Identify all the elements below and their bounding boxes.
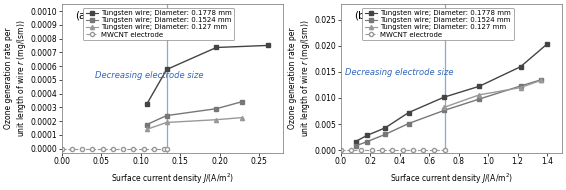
Tungsten wire; Diameter: 0.1524 mm: (0.228, 0.00034): 0.1524 mm: (0.228, 0.00034) — [238, 101, 245, 103]
Text: (b): (b) — [354, 10, 368, 20]
Tungsten wire; Diameter: 0.1524 mm: (0.7, 0.0076): 0.1524 mm: (0.7, 0.0076) — [440, 109, 447, 112]
MWCNT electrode — [348, 149, 354, 151]
Legend: Tungsten wire; Diameter: 0.1778 mm, Tungsten wire; Diameter: 0.1524 mm, Tungsten: Tungsten wire; Diameter: 0.1778 mm, Tung… — [83, 8, 234, 40]
MWCNT electrode — [389, 149, 396, 151]
Tungsten wire; Diameter: 0.1778 mm: (0.108, 0.000325): 0.1778 mm: (0.108, 0.000325) — [144, 103, 151, 105]
Tungsten wire; Diameter: 0.1524 mm: (0.46, 0.0051): 0.1524 mm: (0.46, 0.0051) — [405, 122, 412, 125]
Legend: Tungsten wire; Diameter: 0.1778 mm, Tungsten wire; Diameter: 0.1524 mm, Tungsten: Tungsten wire; Diameter: 0.1778 mm, Tung… — [362, 8, 513, 40]
MWCNT electrode — [400, 149, 406, 151]
MWCNT electrode — [430, 149, 437, 151]
X-axis label: Surface current density $J$/(A/m$^2$): Surface current density $J$/(A/m$^2$) — [390, 171, 513, 186]
MWCNT electrode — [58, 147, 65, 150]
Tungsten wire; Diameter: 0.127 mm: (0.94, 0.0106): 0.127 mm: (0.94, 0.0106) — [476, 94, 483, 96]
Tungsten wire; Diameter: 0.1778 mm: (0.196, 0.000735): 0.1778 mm: (0.196, 0.000735) — [213, 46, 220, 49]
Tungsten wire; Diameter: 0.1778 mm: (0.18, 0.00285): 0.1778 mm: (0.18, 0.00285) — [364, 134, 371, 136]
Tungsten wire; Diameter: 0.127 mm: (1.36, 0.0134): 0.127 mm: (1.36, 0.0134) — [538, 79, 544, 81]
Tungsten wire; Diameter: 0.127 mm: (0.7, 0.0082): 0.127 mm: (0.7, 0.0082) — [440, 106, 447, 108]
Tungsten wire; Diameter: 0.1524 mm: (0.3, 0.003): 0.1524 mm: (0.3, 0.003) — [381, 133, 388, 136]
MWCNT electrode — [151, 147, 157, 150]
Tungsten wire; Diameter: 0.127 mm: (0.228, 0.000225): 0.127 mm: (0.228, 0.000225) — [238, 116, 245, 119]
Line: MWCNT electrode: MWCNT electrode — [59, 146, 169, 151]
Tungsten wire; Diameter: 0.1778 mm: (1.22, 0.016): 0.1778 mm: (1.22, 0.016) — [517, 66, 524, 68]
Line: Tungsten wire; Diameter: 0.1778 mm: Tungsten wire; Diameter: 0.1778 mm — [354, 42, 549, 144]
Tungsten wire; Diameter: 0.1524 mm: (1.36, 0.0135): 0.1524 mm: (1.36, 0.0135) — [538, 79, 544, 81]
Tungsten wire; Diameter: 0.1524 mm: (0.1, 0.0008): 0.1524 mm: (0.1, 0.0008) — [352, 145, 359, 147]
Text: Decreasing electrode size: Decreasing electrode size — [95, 71, 203, 80]
Line: Tungsten wire; Diameter: 0.127 mm: Tungsten wire; Diameter: 0.127 mm — [145, 116, 244, 131]
MWCNT electrode — [140, 147, 147, 150]
Tungsten wire; Diameter: 0.127 mm: (0.108, 0.00014): 0.127 mm: (0.108, 0.00014) — [144, 128, 151, 131]
MWCNT electrode — [337, 149, 344, 151]
Tungsten wire; Diameter: 0.1778 mm: (0.3, 0.00425): 0.1778 mm: (0.3, 0.00425) — [381, 127, 388, 129]
MWCNT electrode — [368, 149, 375, 151]
MWCNT electrode — [379, 149, 385, 151]
MWCNT electrode — [68, 147, 75, 150]
Tungsten wire; Diameter: 0.1778 mm: (0.46, 0.0072): 0.1778 mm: (0.46, 0.0072) — [405, 112, 412, 114]
Tungsten wire; Diameter: 0.127 mm: (1.22, 0.012): 0.127 mm: (1.22, 0.012) — [517, 86, 524, 89]
Tungsten wire; Diameter: 0.1778 mm: (0.7, 0.0101): 0.1778 mm: (0.7, 0.0101) — [440, 96, 447, 98]
Tungsten wire; Diameter: 0.1778 mm: (0.133, 0.000575): 0.1778 mm: (0.133, 0.000575) — [163, 68, 170, 71]
MWCNT electrode — [410, 149, 417, 151]
Tungsten wire; Diameter: 0.127 mm: (0.196, 0.00021): 0.127 mm: (0.196, 0.00021) — [213, 119, 220, 121]
Text: Decreasing electrode size: Decreasing electrode size — [345, 68, 454, 78]
MWCNT electrode — [110, 147, 117, 150]
Line: Tungsten wire; Diameter: 0.1524 mm: Tungsten wire; Diameter: 0.1524 mm — [354, 78, 543, 148]
MWCNT electrode — [120, 147, 127, 150]
Line: Tungsten wire; Diameter: 0.1778 mm: Tungsten wire; Diameter: 0.1778 mm — [145, 43, 270, 106]
Tungsten wire; Diameter: 0.1524 mm: (0.94, 0.0098): 0.1524 mm: (0.94, 0.0098) — [476, 98, 483, 100]
X-axis label: Surface current density $J$/(A/m$^2$): Surface current density $J$/(A/m$^2$) — [110, 171, 234, 186]
Tungsten wire; Diameter: 0.1524 mm: (0.196, 0.00029): 0.1524 mm: (0.196, 0.00029) — [213, 108, 220, 110]
Tungsten wire; Diameter: 0.1778 mm: (0.1, 0.00165): 0.1778 mm: (0.1, 0.00165) — [352, 140, 359, 143]
Tungsten wire; Diameter: 0.1778 mm: (0.94, 0.0123): 0.1778 mm: (0.94, 0.0123) — [476, 85, 483, 87]
Line: MWCNT electrode: MWCNT electrode — [339, 148, 448, 152]
Tungsten wire; Diameter: 0.127 mm: (0.133, 0.00019): 0.127 mm: (0.133, 0.00019) — [163, 121, 170, 124]
MWCNT electrode — [161, 147, 168, 150]
Tungsten wire; Diameter: 0.1524 mm: (0.133, 0.00024): 0.1524 mm: (0.133, 0.00024) — [163, 114, 170, 117]
MWCNT electrode — [163, 147, 170, 150]
Y-axis label: Ozone generation rate per
unit length of wire $r$ (mg/(sm)): Ozone generation rate per unit length of… — [4, 20, 28, 137]
Tungsten wire; Diameter: 0.1778 mm: (1.4, 0.0204): 0.1778 mm: (1.4, 0.0204) — [544, 43, 551, 45]
MWCNT electrode — [358, 149, 365, 151]
Line: Tungsten wire; Diameter: 0.1524 mm: Tungsten wire; Diameter: 0.1524 mm — [145, 100, 244, 127]
Tungsten wire; Diameter: 0.1524 mm: (0.108, 0.000175): 0.1524 mm: (0.108, 0.000175) — [144, 123, 151, 126]
MWCNT electrode — [130, 147, 137, 150]
MWCNT electrode — [89, 147, 96, 150]
Tungsten wire; Diameter: 0.1778 mm: (0.261, 0.00075): 0.1778 mm: (0.261, 0.00075) — [264, 44, 271, 47]
Y-axis label: Ozone generation rate per
unit length of wire $r$ (mg/(sm)): Ozone generation rate per unit length of… — [288, 20, 312, 137]
MWCNT electrode — [442, 149, 449, 151]
Line: Tungsten wire; Diameter: 0.127 mm: Tungsten wire; Diameter: 0.127 mm — [442, 78, 543, 109]
MWCNT electrode — [99, 147, 106, 150]
Tungsten wire; Diameter: 0.1524 mm: (1.22, 0.0123): 0.1524 mm: (1.22, 0.0123) — [517, 85, 524, 87]
Text: (a): (a) — [75, 10, 89, 20]
MWCNT electrode — [420, 149, 427, 151]
MWCNT electrode — [79, 147, 85, 150]
Tungsten wire; Diameter: 0.1524 mm: (0.18, 0.00165): 0.1524 mm: (0.18, 0.00165) — [364, 140, 371, 143]
